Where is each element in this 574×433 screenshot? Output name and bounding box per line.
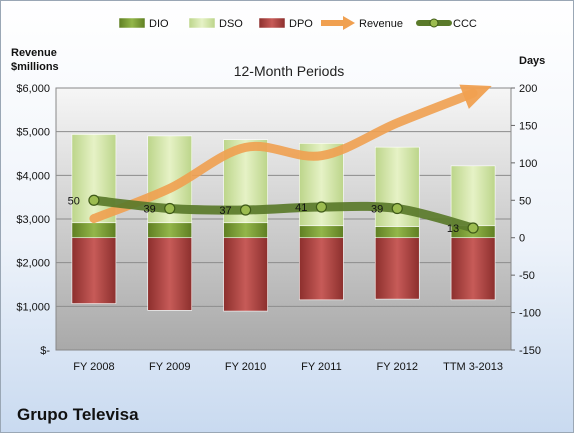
- right-tick-label: 50: [519, 195, 531, 207]
- left-tick-label: $1,000: [16, 301, 50, 313]
- revenue-line: [89, 88, 478, 224]
- company-name: Grupo Televisa: [17, 405, 139, 424]
- left-tick-label: $5,000: [16, 127, 50, 139]
- right-tick-label: -50: [519, 270, 535, 282]
- legend-label: DIO: [149, 18, 169, 30]
- dpo-bar: [223, 237, 268, 312]
- legend-swatch: [188, 17, 216, 29]
- right-axis-title: Days: [519, 55, 545, 67]
- chart-title: 12-Month Periods: [234, 63, 345, 79]
- legend-revenue-arrowhead: [343, 16, 355, 30]
- gridlines: [56, 131, 511, 307]
- legend-ccc-point: [429, 18, 439, 28]
- left-tick-label: $4,000: [16, 170, 50, 182]
- dpo-bar: [450, 237, 496, 301]
- ccc-point: [391, 202, 403, 215]
- ccc-point: [164, 202, 176, 215]
- category-label: FY 2012: [377, 361, 418, 373]
- dio-bar: [299, 225, 344, 239]
- dso-bar: [71, 134, 117, 224]
- revenue-arrowhead: [459, 84, 492, 109]
- right-tick-label: 100: [519, 158, 537, 170]
- right-tick-label: 200: [519, 83, 537, 95]
- ccc-data-label: 39: [144, 204, 156, 216]
- dio-bar: [71, 222, 117, 239]
- legend-label: CCC: [453, 18, 477, 30]
- dio-bar: [223, 222, 268, 239]
- category-label: TTM 3-2013: [443, 361, 503, 373]
- ccc-data-label: 39: [371, 204, 383, 216]
- left-tick-label: $2,000: [16, 258, 50, 270]
- category-label: FY 2009: [149, 361, 190, 373]
- axes: $- $1,000 $2,000 $3,000 $4,000 $5,000 $6,000 -1…: [16, 83, 541, 373]
- ccc-data-label: 37: [219, 205, 231, 217]
- dio-bar: [374, 226, 420, 239]
- legend-swatch: [258, 17, 286, 29]
- right-tick-label: 150: [519, 120, 537, 132]
- ccc-series: 50 39 37 41 39 13: [68, 194, 479, 235]
- legend-swatch: [118, 17, 146, 29]
- left-tick-label: $6,000: [16, 83, 50, 95]
- dpo-bar: [374, 237, 420, 300]
- category-label: FY 2010: [225, 361, 266, 373]
- ccc-data-label: 41: [295, 202, 307, 214]
- ccc-data-label: 13: [447, 223, 459, 235]
- left-axis-title: Revenue $millions: [11, 47, 59, 73]
- left-tick-label: $-: [40, 345, 50, 357]
- category-label: FY 2008: [73, 361, 114, 373]
- left-tick-label: $3,000: [16, 214, 50, 226]
- revenue-series: [89, 84, 492, 224]
- dpo-bar: [71, 237, 117, 304]
- right-tick-label: 0: [519, 233, 525, 245]
- ccc-point: [467, 222, 479, 234]
- dso-bar: [450, 165, 496, 227]
- legend: DIO DSO DPO Revenue CCC: [118, 16, 477, 30]
- dio-bar: [147, 222, 193, 239]
- right-tick-label: -150: [519, 345, 541, 357]
- ccc-data-label: 50: [68, 195, 80, 207]
- dpo-bar: [299, 237, 344, 301]
- ccc-point: [315, 201, 328, 213]
- legend-label: Revenue: [359, 18, 403, 30]
- dpo-bar: [147, 237, 193, 311]
- ccc-point: [88, 194, 100, 206]
- category-label: FY 2011: [301, 361, 342, 373]
- legend-label: DSO: [219, 18, 243, 30]
- ccc-point: [239, 204, 252, 216]
- legend-label: DPO: [289, 18, 313, 30]
- ccc-line: [89, 195, 478, 233]
- right-tick-label: -100: [519, 308, 541, 320]
